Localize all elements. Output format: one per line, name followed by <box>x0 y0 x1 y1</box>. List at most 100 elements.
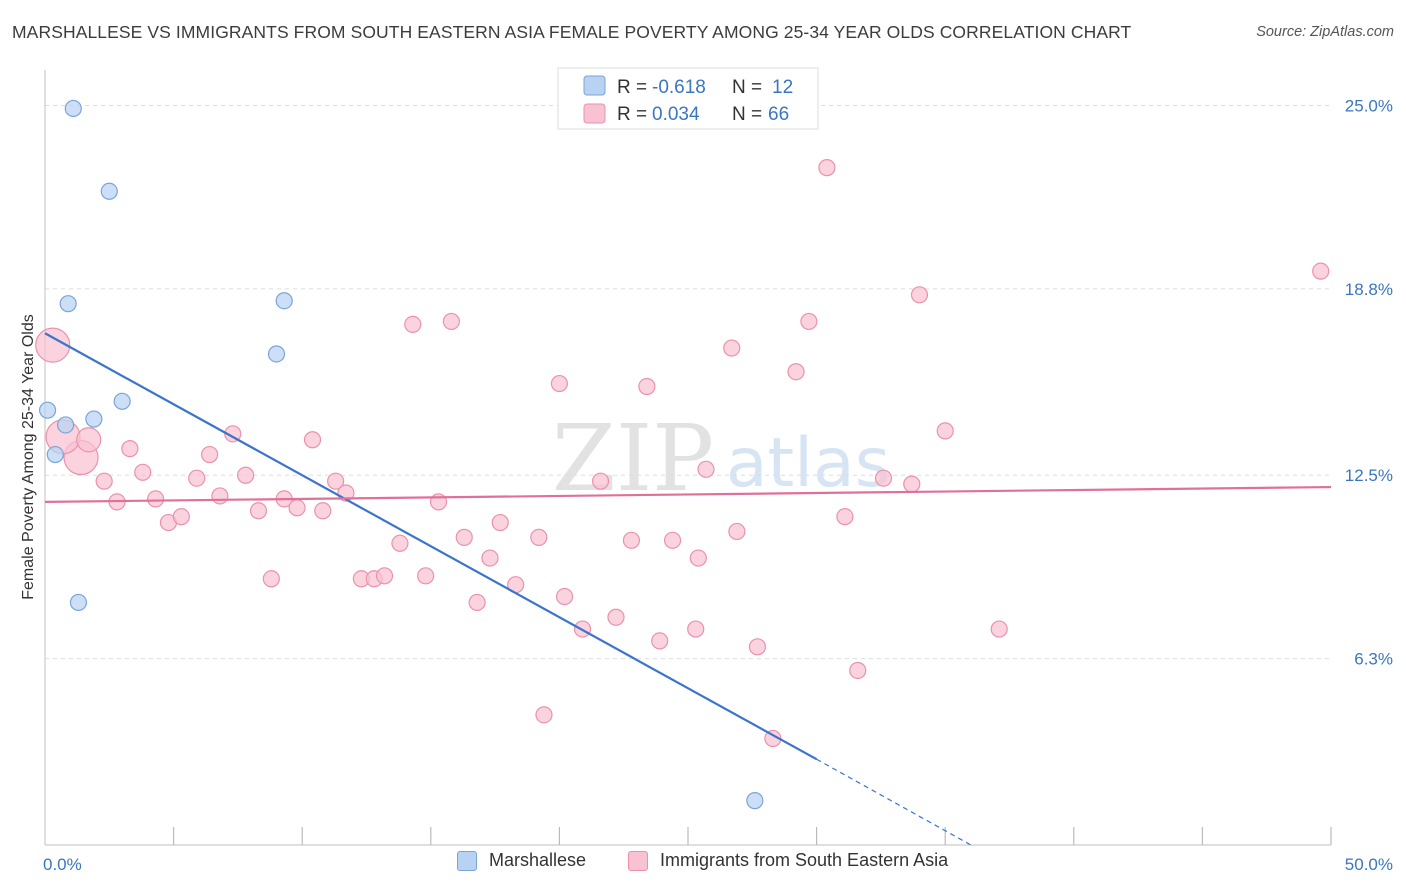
source-credit: Source: ZipAtlas.com <box>1256 24 1394 40</box>
immigrants-sea-point <box>134 463 152 481</box>
marshallese-point <box>69 593 88 612</box>
immigrants-sea-point <box>689 549 707 567</box>
immigrants-sea-point <box>687 620 705 638</box>
immigrants-sea-point <box>146 490 165 508</box>
immigrants-sea-point <box>748 638 767 656</box>
marshallese-point <box>46 445 64 464</box>
immigrants-sea-point <box>327 472 345 490</box>
stats-n-label: N = <box>732 104 762 125</box>
legend-swatch-marshallese <box>457 850 477 871</box>
immigrants-sea-point <box>391 534 409 552</box>
stats-swatch-marshallese <box>583 75 606 96</box>
chart-title: MARSHALLESE VS IMMIGRANTS FROM SOUTH EAS… <box>12 22 1132 42</box>
marshallese-point <box>113 392 131 410</box>
immigrants-sea-point <box>555 587 574 606</box>
trendlines <box>44 332 1332 846</box>
x-tick-label: 50.0% <box>1345 855 1393 874</box>
immigrants-sea-point <box>591 472 610 490</box>
y-tick-labels: 6.3% 12.5% 18.8% 25.0% <box>1345 96 1393 668</box>
stats-box: R = -0.618 N = 12 R = 0.034 N = 66 <box>557 67 819 130</box>
legend: Marshallese Immigrants from South Easter… <box>0 850 1406 880</box>
immigrants-sea-point <box>874 469 893 487</box>
immigrants-sea-point <box>936 422 954 440</box>
immigrants-sea-point <box>404 315 422 333</box>
immigrants-sea-point <box>417 567 435 585</box>
series-immigrants-sea-points <box>35 159 1330 748</box>
immigrants-sea-point <box>303 431 322 449</box>
immigrants-sea-point <box>237 466 255 484</box>
immigrants-sea-point <box>910 286 929 304</box>
immigrants-sea-point <box>121 440 139 458</box>
legend-item-immigrants[interactable]: Immigrants from South Eastern Asia <box>628 850 948 871</box>
immigrants-sea-point <box>455 528 473 546</box>
stats-swatch-immigrants <box>583 103 606 124</box>
legend-label: Marshallese <box>489 850 587 870</box>
immigrants-sea-point <box>663 531 682 549</box>
legend-item-marshallese[interactable]: Marshallese <box>457 850 586 871</box>
stats-r-label: R = <box>617 77 647 98</box>
marshallese-point <box>64 99 82 118</box>
stats-r-value: -0.618 <box>652 77 706 98</box>
marshallese-point <box>100 182 118 200</box>
immigrants-sea-point <box>249 502 268 520</box>
immigrants-sea-point <box>800 312 818 331</box>
immigrants-sea-point <box>188 469 206 487</box>
y-tick-label: 6.3% <box>1354 650 1393 669</box>
marshallese-point <box>38 401 57 419</box>
immigrants-sea-point <box>201 445 219 464</box>
immigrants-sea-point <box>723 339 741 357</box>
immigrants-sea-point <box>224 425 242 443</box>
watermark-atlas: atlas <box>726 424 890 503</box>
gridlines <box>45 104 1331 660</box>
y-axis-title: Female Poverty Among 25-34 Year Olds <box>20 314 37 600</box>
y-tick-label: 12.5% <box>1345 466 1393 485</box>
immigrants-sea-point <box>375 567 394 585</box>
immigrants-sea-point <box>76 427 102 453</box>
marshallese-trendline <box>44 332 818 761</box>
immigrants-sea-point <box>35 327 71 363</box>
stats-n-value: 66 <box>768 104 789 125</box>
marshallese-trendline-extension <box>816 758 972 846</box>
immigrants-sea-point <box>728 522 746 541</box>
marshallese-point <box>59 295 77 313</box>
y-tick-label: 18.8% <box>1345 280 1393 299</box>
immigrants-sea-point <box>481 549 499 567</box>
immigrants-sea-point <box>787 363 805 381</box>
immigrants-sea-point <box>442 312 460 331</box>
legend-swatch-immigrants <box>628 850 648 871</box>
immigrants-sea-point <box>288 499 306 517</box>
marshallese-point <box>746 792 764 810</box>
x-tick-labels: 0.0% 50.0% <box>43 855 1393 874</box>
immigrants-sea-point <box>530 528 548 546</box>
immigrants-sea-point <box>990 620 1008 638</box>
stats-r-label: R = <box>617 104 647 125</box>
stats-r-value: 0.034 <box>652 104 700 125</box>
immigrants-sea-point <box>95 472 113 490</box>
immigrants-sea-point <box>697 460 715 478</box>
immigrants-sea-point <box>314 502 332 520</box>
immigrants-sea-point <box>903 475 921 493</box>
series-marshallese-points <box>38 99 764 810</box>
immigrants-sea-point <box>211 487 229 505</box>
immigrants-sea-point <box>607 608 625 626</box>
immigrants-sea-point <box>491 513 509 532</box>
immigrants-sea-point <box>262 570 280 588</box>
immigrants-sea-point <box>550 374 569 393</box>
marshallese-point <box>56 416 75 434</box>
immigrants-sea-point <box>172 508 190 526</box>
y-tick-label: 25.0% <box>1345 96 1393 115</box>
marshallese-point <box>267 345 286 363</box>
stats-n-value: 12 <box>772 77 793 98</box>
immigrants-sea-point <box>651 632 669 650</box>
immigrants-sea-point <box>638 377 656 396</box>
immigrants-sea-trendline <box>44 485 1332 503</box>
immigrants-sea-point <box>535 706 553 724</box>
marshallese-point <box>85 410 103 428</box>
x-tick-label: 0.0% <box>43 855 82 874</box>
immigrants-sea-point <box>622 531 641 549</box>
immigrants-sea-point <box>468 593 486 612</box>
immigrants-sea-point <box>849 661 867 680</box>
immigrants-sea-point <box>836 508 854 526</box>
axes <box>44 70 1332 846</box>
